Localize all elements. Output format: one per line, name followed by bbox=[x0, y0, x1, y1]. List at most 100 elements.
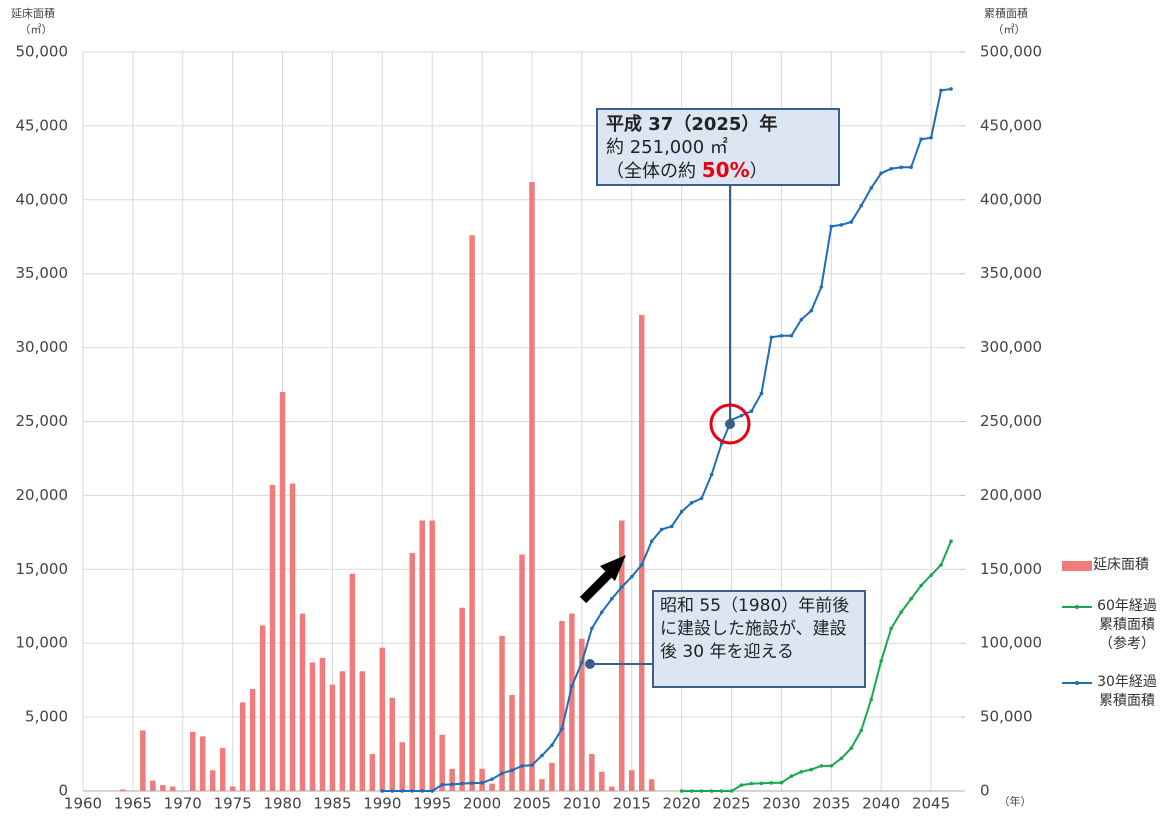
arrow-shaft bbox=[579, 567, 616, 604]
callout-dot bbox=[585, 659, 595, 669]
bar bbox=[349, 573, 356, 791]
line-marker bbox=[390, 789, 395, 793]
bar bbox=[140, 730, 146, 791]
bar bbox=[289, 483, 296, 791]
line-marker bbox=[679, 509, 684, 514]
line-marker bbox=[480, 781, 484, 785]
bar bbox=[569, 613, 575, 791]
bar bbox=[529, 182, 535, 792]
y2-tick-label: 200,000 bbox=[980, 486, 1042, 504]
line-marker bbox=[889, 626, 893, 631]
line-marker bbox=[779, 333, 784, 338]
y-tick-label: 30,000 bbox=[16, 338, 69, 356]
bar bbox=[509, 694, 515, 791]
line-marker bbox=[829, 224, 834, 229]
x-tick-label: 2000 bbox=[463, 795, 501, 813]
line-marker bbox=[819, 764, 824, 768]
x-tick-label: 1970 bbox=[164, 795, 202, 813]
line-marker bbox=[869, 697, 874, 702]
line-marker bbox=[839, 223, 844, 227]
x-tick-label: 2010 bbox=[563, 795, 601, 813]
y2-tick-label: 350,000 bbox=[980, 264, 1042, 282]
line-marker bbox=[550, 743, 554, 747]
y-tick-label: 45,000 bbox=[16, 116, 69, 134]
line-marker bbox=[590, 626, 594, 631]
x-tick-label: 1990 bbox=[363, 795, 401, 813]
bar bbox=[619, 520, 625, 791]
bar bbox=[589, 754, 595, 791]
y2-tick-label: 450,000 bbox=[980, 116, 1042, 134]
y-tick-label: 40,000 bbox=[16, 190, 69, 208]
bar bbox=[469, 235, 475, 792]
bar bbox=[399, 742, 406, 791]
line-marker bbox=[400, 789, 405, 793]
line-marker bbox=[689, 789, 694, 793]
bar bbox=[339, 671, 346, 791]
bar bbox=[299, 613, 306, 791]
bar bbox=[449, 768, 455, 791]
x-tick-label: 2025 bbox=[712, 795, 750, 813]
y-tick-label: 15,000 bbox=[16, 560, 69, 578]
x-tick-label: 1965 bbox=[114, 795, 152, 813]
line-marker bbox=[899, 165, 903, 170]
line-marker bbox=[849, 220, 854, 224]
line-marker bbox=[470, 781, 474, 785]
bar bbox=[389, 697, 396, 791]
bar bbox=[229, 786, 236, 791]
line-marker bbox=[580, 660, 584, 665]
bar bbox=[459, 607, 465, 791]
bar bbox=[409, 553, 415, 791]
y-tick-label: 50,000 bbox=[16, 43, 69, 61]
bar bbox=[499, 635, 505, 791]
bar bbox=[609, 786, 615, 791]
line-marker bbox=[510, 768, 514, 773]
line-marker bbox=[639, 563, 644, 567]
bar bbox=[319, 657, 326, 791]
y-tick-label: 20,000 bbox=[16, 486, 69, 504]
legend-label: 60年経過累積面積（参考） bbox=[1097, 598, 1157, 652]
bar bbox=[150, 780, 156, 791]
line-marker bbox=[380, 789, 385, 793]
line-marker bbox=[749, 409, 754, 413]
line-marker bbox=[839, 756, 844, 761]
line-marker bbox=[889, 166, 893, 171]
line-marker bbox=[799, 317, 804, 322]
line-marker bbox=[929, 135, 933, 140]
bar bbox=[549, 762, 555, 791]
line-marker bbox=[490, 777, 494, 781]
annotation-text: 平成 37（2025）年 bbox=[606, 114, 778, 135]
bar bbox=[309, 662, 316, 791]
line-marker bbox=[649, 539, 654, 544]
annotation-layer bbox=[579, 186, 751, 669]
line-marker bbox=[769, 781, 774, 785]
annotation-box: 平成 37（2025）年 約 251,000 ㎡ （全体の約 50%） bbox=[596, 108, 840, 186]
legend-label: 30年経過累積面積 bbox=[1097, 674, 1157, 709]
bar bbox=[429, 520, 435, 791]
line-marker bbox=[460, 781, 464, 786]
x-tick-label: 2035 bbox=[812, 795, 850, 813]
bar bbox=[190, 731, 196, 791]
line bbox=[382, 87, 952, 792]
bar bbox=[359, 671, 366, 791]
line-marker bbox=[600, 610, 604, 614]
x-tick-label: 2020 bbox=[663, 795, 701, 813]
bar bbox=[329, 684, 336, 791]
line-marker bbox=[570, 684, 574, 688]
line-marker bbox=[949, 87, 953, 91]
line-marker bbox=[789, 774, 794, 779]
line-marker bbox=[909, 597, 913, 601]
x-tick-label: 1995 bbox=[413, 795, 451, 813]
bar bbox=[519, 554, 525, 791]
annotation-text: ） bbox=[749, 161, 768, 182]
x-tick-label: 2045 bbox=[912, 795, 950, 813]
line-marker bbox=[500, 771, 504, 776]
bar bbox=[648, 779, 655, 791]
y-tick-label: 25,000 bbox=[16, 412, 69, 430]
line bbox=[681, 540, 952, 792]
bar bbox=[219, 748, 226, 791]
y2-tick-label: 100,000 bbox=[980, 634, 1042, 652]
line-marker bbox=[879, 171, 883, 175]
line-marker bbox=[819, 285, 824, 289]
line-marker bbox=[709, 789, 714, 793]
